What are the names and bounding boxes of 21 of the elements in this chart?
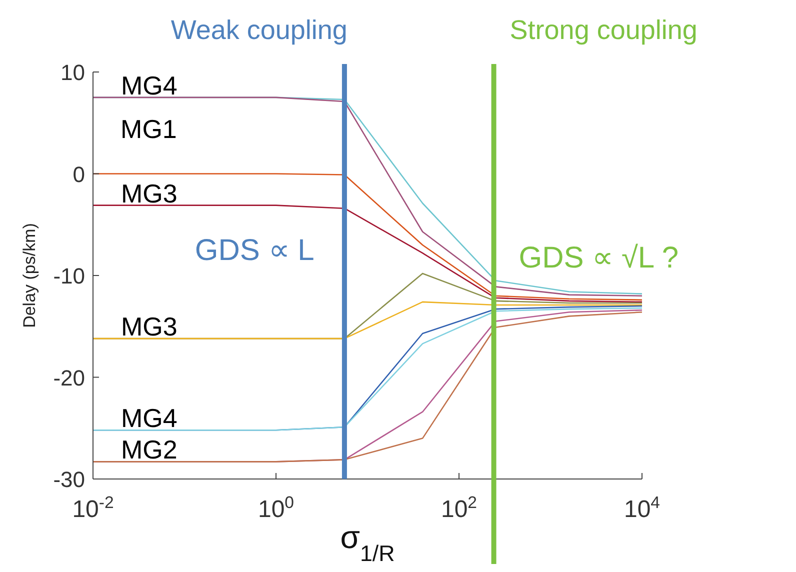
ref-line-label: Weak coupling (170, 15, 348, 45)
x-axis-title: σ$_{1/R}$ (340, 519, 395, 566)
y-axis-title: Delay (ps/km) (20, 223, 39, 328)
annotation: MG1 (120, 114, 177, 144)
annotation: MG3 (121, 178, 178, 208)
x-tick-label: 10$^{0}$ (258, 492, 294, 523)
x-tick-label: 10$^{2}$ (440, 492, 478, 523)
y-tick-label: -10 (53, 264, 85, 288)
y-tick-label: 10 (60, 60, 85, 85)
y-tick-label: -20 (53, 365, 85, 390)
annotation: GDS ∝ √L ? (518, 241, 679, 274)
x-tick-label: 10$^{4}$ (624, 492, 660, 523)
y-tick-label: 0 (72, 162, 85, 187)
ref-line-label: Strong coupling (510, 15, 698, 45)
annotation: MG3 (121, 312, 178, 342)
annotation: MG4 (121, 403, 178, 434)
y-tick-label: -30 (53, 467, 85, 492)
annotation: GDS ∝ L (194, 234, 314, 268)
annotation: MG2 (121, 434, 178, 465)
x-tick-label: 10$^{-2}$ (72, 492, 114, 523)
annotation: MG4 (121, 70, 178, 100)
